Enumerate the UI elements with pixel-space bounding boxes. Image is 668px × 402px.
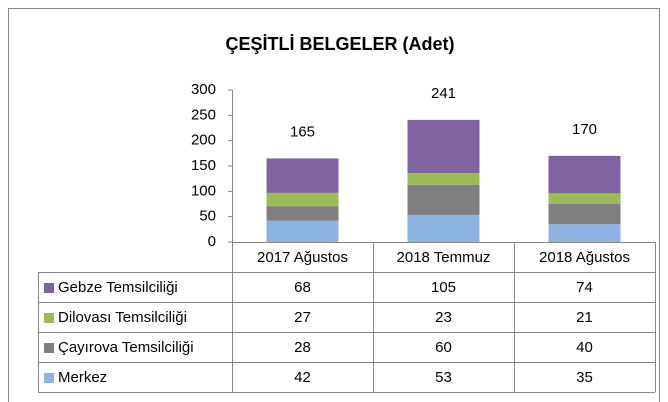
chart-title: ÇEŞİTLİ BELGELER (Adet) <box>226 34 455 54</box>
legend-swatch <box>44 313 54 323</box>
bar-segment <box>407 173 480 185</box>
total-label: 170 <box>572 121 597 138</box>
bar-segment <box>548 193 621 204</box>
y-tick-label: 300 <box>191 81 216 98</box>
y-tick-label: 150 <box>191 157 216 174</box>
bar-segment <box>266 158 339 193</box>
y-tick-label: 0 <box>208 233 216 250</box>
table-value: 53 <box>435 369 452 386</box>
table-value: 42 <box>294 369 311 386</box>
bar-segment <box>266 192 339 207</box>
legend-label: Dilovası Temsilciliği <box>58 309 187 326</box>
legend-label: Çayırova Temsilciliği <box>58 339 194 356</box>
table-value: 28 <box>294 339 311 356</box>
legend-swatch <box>44 373 54 383</box>
table-value: 27 <box>294 309 311 326</box>
table-value: 105 <box>431 279 456 296</box>
y-tick-label: 50 <box>199 208 216 225</box>
x-tick-label: 2017 Ağustos <box>257 249 348 266</box>
y-tick-label: 100 <box>191 182 216 199</box>
total-label: 241 <box>431 85 456 102</box>
table-value: 35 <box>576 369 593 386</box>
bar-segment <box>407 184 480 216</box>
table-value: 74 <box>576 279 593 296</box>
x-tick-label: 2018 Ağustos <box>539 249 630 266</box>
bar-segment <box>407 119 480 174</box>
table-value: 23 <box>435 309 452 326</box>
bar-segment <box>266 220 339 242</box>
legend-label: Merkez <box>58 369 107 386</box>
legend-swatch <box>44 283 54 293</box>
bar-segment <box>266 206 339 221</box>
bar-segment <box>548 155 621 194</box>
legend-label: Gebze Temsilciliği <box>58 279 178 296</box>
table-value: 68 <box>294 279 311 296</box>
table-value: 40 <box>576 339 593 356</box>
legend-swatch <box>44 343 54 353</box>
bar-segment <box>548 204 621 225</box>
total-label: 165 <box>290 123 315 140</box>
x-tick-label: 2018 Temmuz <box>397 249 491 266</box>
bar-segment <box>407 215 480 242</box>
y-tick-label: 250 <box>191 106 216 123</box>
bar-segment <box>548 224 621 242</box>
table-value: 60 <box>435 339 452 356</box>
y-tick-label: 200 <box>191 132 216 149</box>
table-value: 21 <box>576 309 593 326</box>
